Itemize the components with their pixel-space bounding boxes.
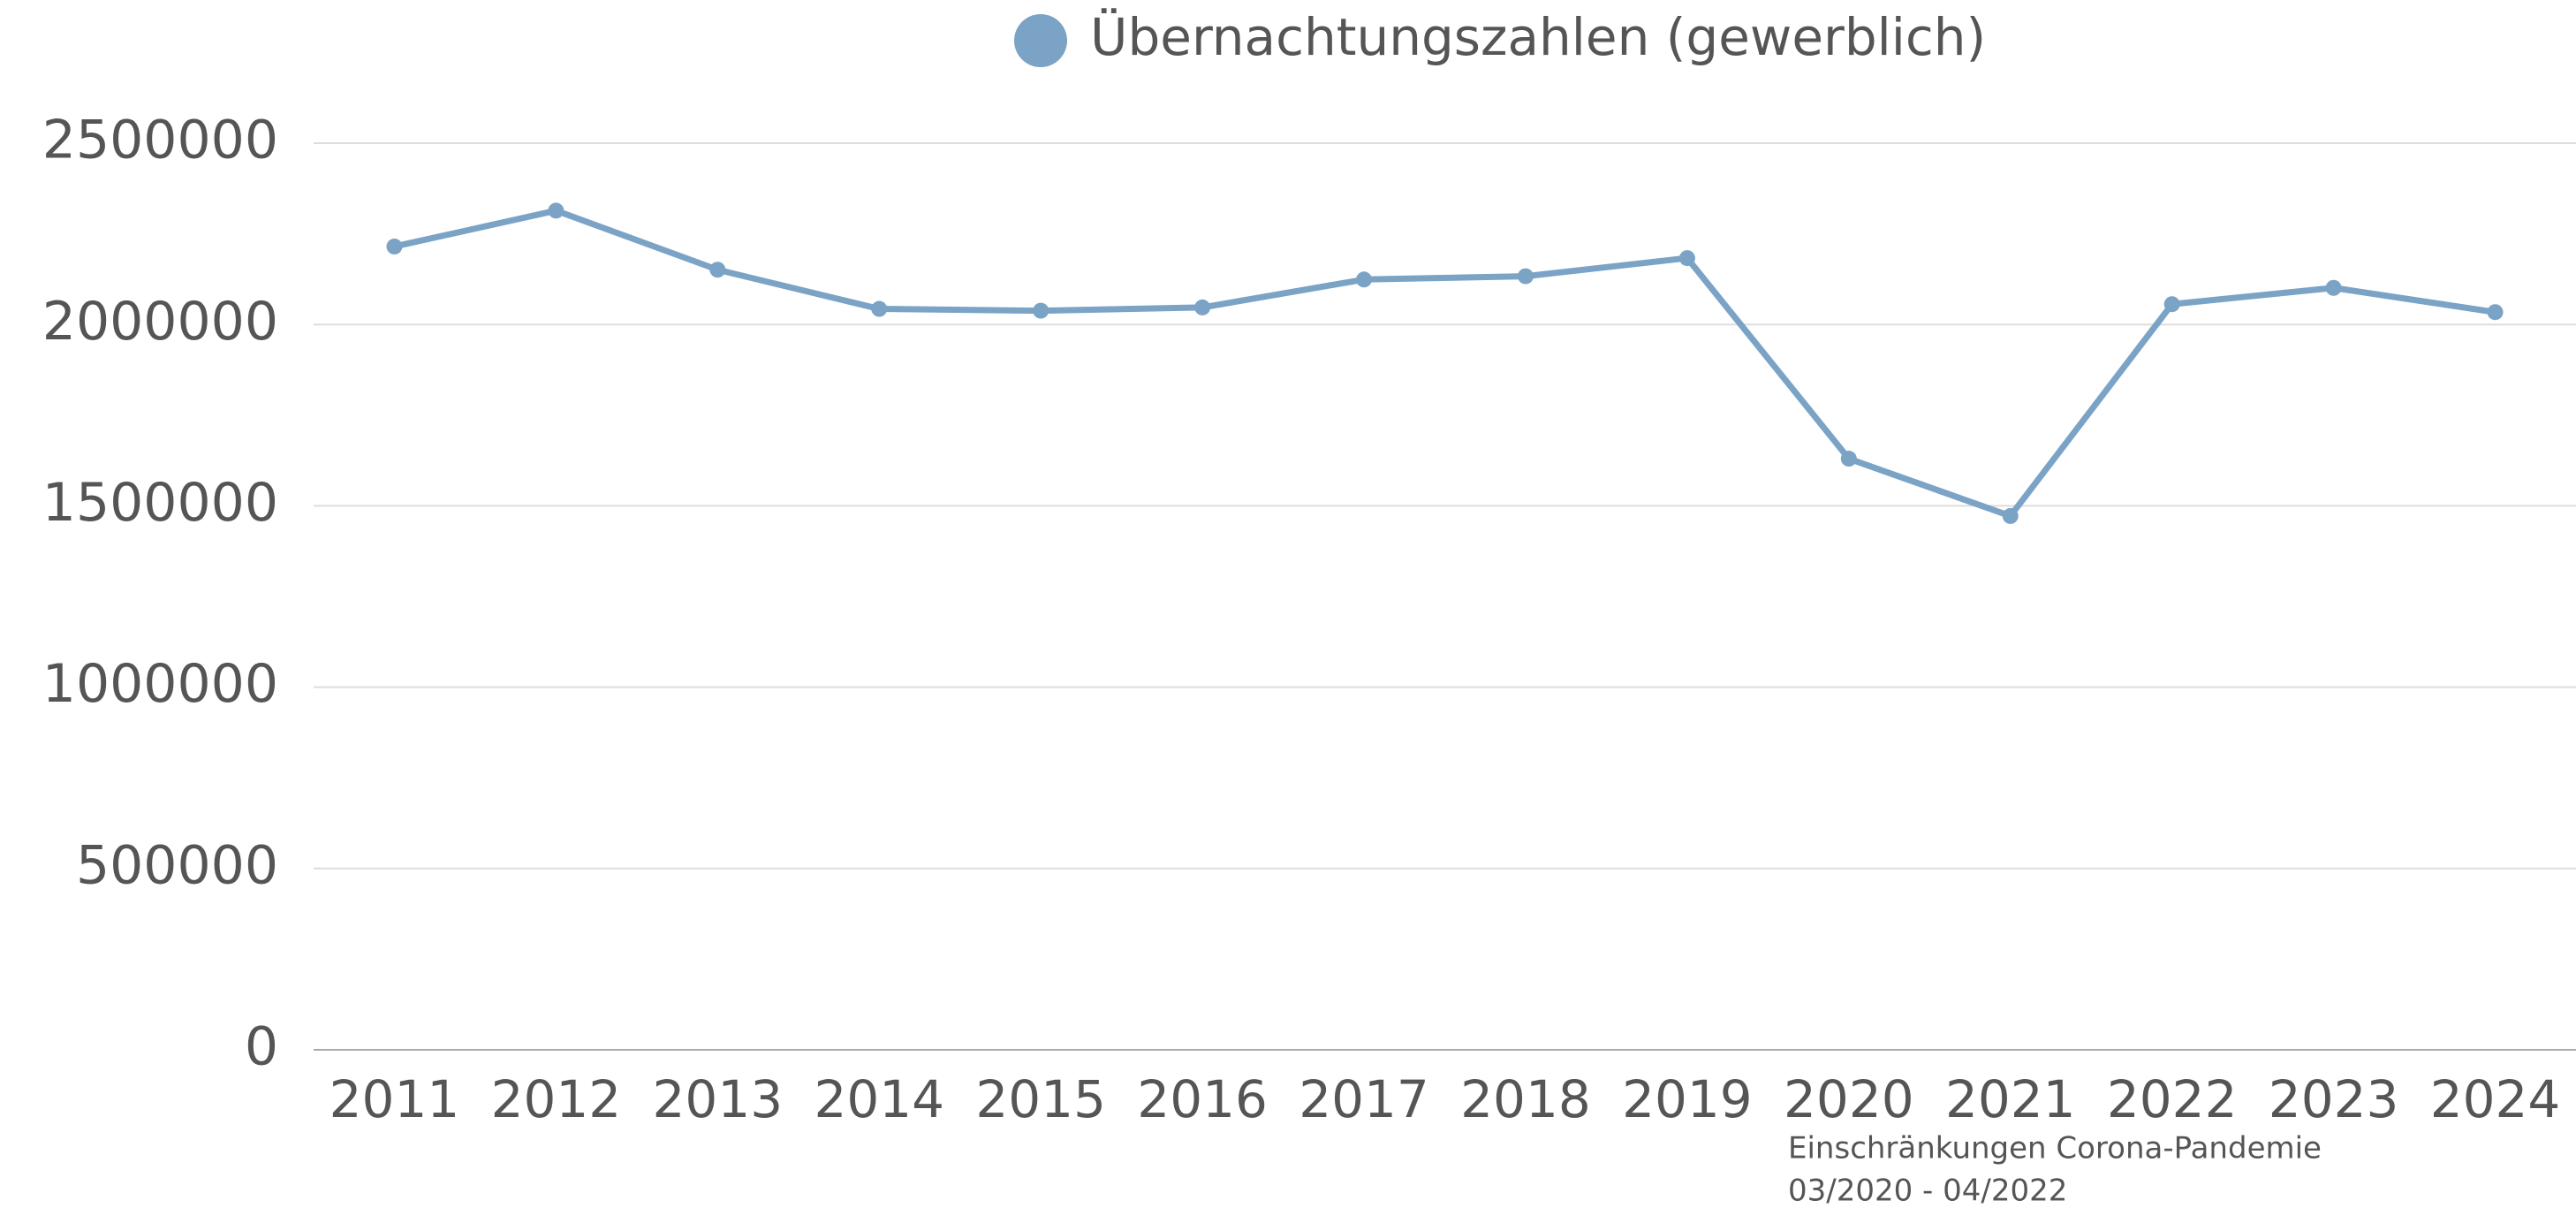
marker bbox=[709, 262, 726, 278]
marker bbox=[386, 238, 403, 255]
marker bbox=[1194, 299, 1211, 315]
x-tick-label: 2022 bbox=[2107, 1069, 2238, 1129]
annotation: 03/2020 - 04/2022 bbox=[1788, 1174, 2067, 1208]
y-tick-label: 0 bbox=[245, 1016, 278, 1078]
marker bbox=[1517, 268, 1534, 285]
marker bbox=[2487, 304, 2504, 321]
x-tick-label: 2024 bbox=[2430, 1069, 2561, 1129]
marker bbox=[1678, 250, 1695, 267]
y-tick-label: 2000000 bbox=[42, 291, 278, 353]
line bbox=[393, 207, 2496, 520]
x-tick-label: 2021 bbox=[1945, 1069, 2076, 1129]
marker bbox=[2325, 279, 2342, 296]
marker bbox=[871, 300, 888, 317]
y-tick-label: 1000000 bbox=[42, 653, 278, 715]
x-tick-label: 2014 bbox=[814, 1069, 944, 1129]
x-tick-label: 2013 bbox=[653, 1069, 784, 1129]
y-tick-label: 500000 bbox=[76, 834, 278, 896]
x-tick-label: 2011 bbox=[330, 1069, 460, 1129]
annotation: Einschränkungen Corona-Pandemie bbox=[1788, 1131, 2322, 1166]
marker bbox=[2163, 296, 2180, 313]
x-tick-label: 2018 bbox=[1460, 1069, 1591, 1129]
marker bbox=[548, 202, 564, 219]
x-tick-label: 2023 bbox=[2269, 1069, 2399, 1129]
x-tick-label: 2020 bbox=[1784, 1069, 1914, 1129]
x-tick-label: 2017 bbox=[1299, 1069, 1429, 1129]
marker bbox=[1840, 451, 1857, 467]
legend-swatch bbox=[1014, 14, 1067, 67]
x-tick-label: 2019 bbox=[1622, 1069, 1753, 1129]
legend-label: Übernachtungszahlen (gewerblich) bbox=[1090, 7, 1986, 67]
marker bbox=[2002, 507, 2019, 524]
y-tick-label: 2500000 bbox=[42, 110, 278, 171]
marker bbox=[1033, 302, 1049, 319]
x-tick-label: 2015 bbox=[975, 1069, 1106, 1129]
y-tick-label: 1500000 bbox=[42, 472, 278, 534]
x-tick-label: 2012 bbox=[491, 1069, 622, 1129]
x-tick-label: 2016 bbox=[1137, 1069, 1268, 1129]
marker bbox=[1356, 271, 1373, 288]
